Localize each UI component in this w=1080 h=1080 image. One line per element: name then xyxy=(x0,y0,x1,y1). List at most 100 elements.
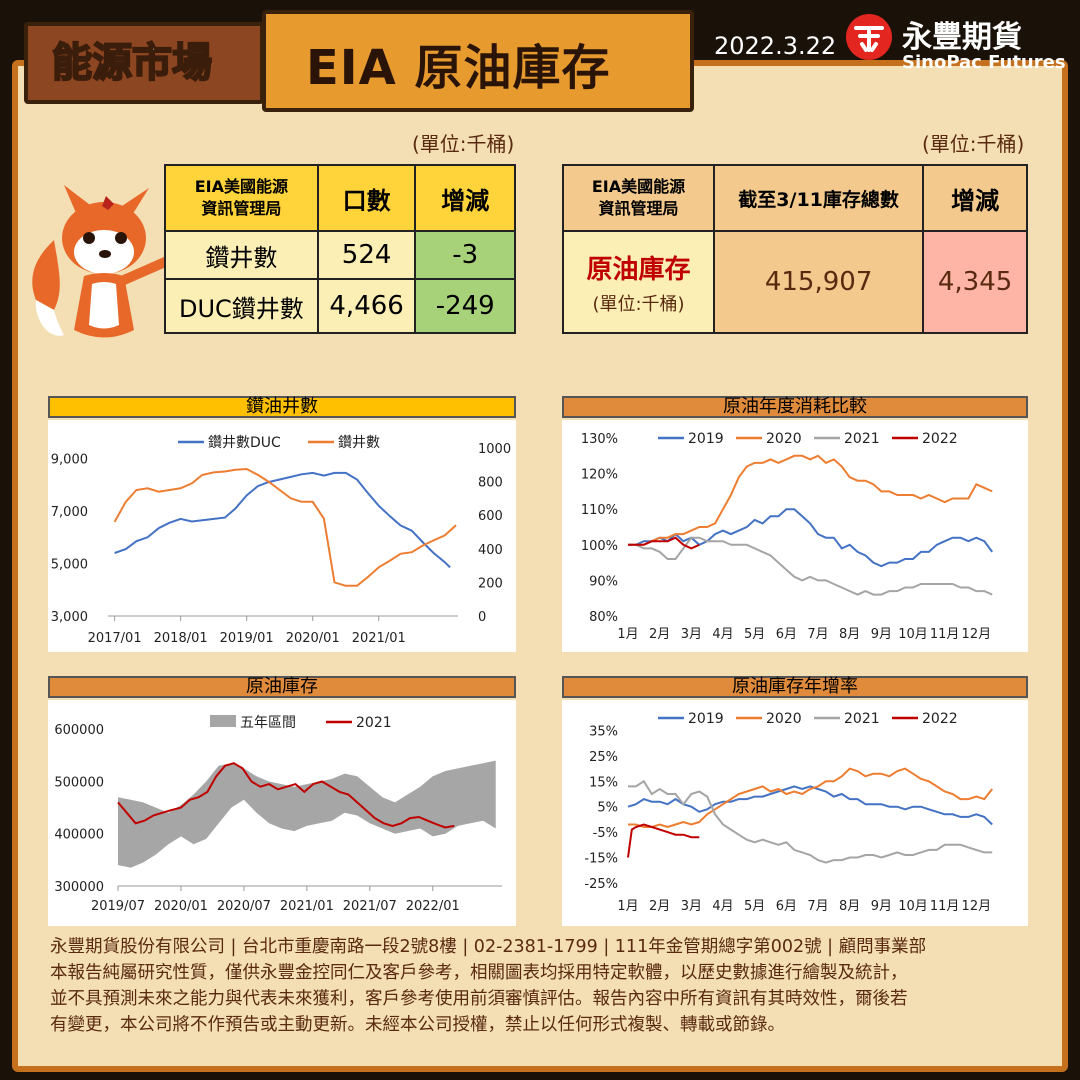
x-tick-label: 11月 xyxy=(930,899,960,914)
title-plank xyxy=(262,10,694,112)
rig-table-unit: (單位:千桶) xyxy=(412,132,515,156)
y-tick-label: 25% xyxy=(589,750,618,765)
inv-row-label: 原油庫存 (單位:千桶) xyxy=(561,230,716,334)
x-tick-label: 10月 xyxy=(898,899,928,914)
series-line-鑽井數 xyxy=(113,467,457,587)
y-right-tick-label: 400 xyxy=(478,543,503,558)
x-tick-label: 11月 xyxy=(930,627,960,642)
source-line1: EIA美國能源 xyxy=(194,177,289,196)
report-date: 2022.3.22 xyxy=(714,32,837,60)
x-tick-label: 2018/01 xyxy=(154,631,208,646)
x-tick-label: 3月 xyxy=(681,627,702,642)
legend-label: 鑽井數 xyxy=(338,435,380,451)
series-line-2022 xyxy=(628,536,700,550)
rig-source-header: EIA美國能源 資訊管理局 xyxy=(164,164,319,232)
x-tick-label: 7月 xyxy=(807,627,828,642)
x-tick-label: 2月 xyxy=(649,899,670,914)
footer-line: 本報告純屬研究性質，僅供永豐金控同仁及客戶參考，相關圖表均採用特定軟體，以歷史數… xyxy=(50,963,908,983)
legend-label: 2021 xyxy=(844,431,880,447)
x-tick-label: 6月 xyxy=(776,627,797,642)
row-label: DUC鑽井數 xyxy=(164,278,319,334)
inv-source-header: EIA美國能源 資訊管理局 xyxy=(561,164,716,232)
inventory-table-unit: (單位:千桶) xyxy=(922,132,1025,156)
y-tick-label: 500000 xyxy=(54,775,104,790)
x-tick-label: 2019/01 xyxy=(220,631,274,646)
y-right-tick-label: 800 xyxy=(478,476,503,491)
inventory-table: EIA美國能源 資訊管理局 截至3/11庫存總數 增減 原油庫存 (單位:千桶)… xyxy=(561,164,1028,334)
y-tick-label: 100% xyxy=(581,539,618,554)
chart-yoy: -25% -15% -5% 5% 15% 25% 35% 1月 2月 3月 4月 5月 6月 7月 8月 9月… xyxy=(562,700,1028,926)
x-tick-label: 2019/07 xyxy=(91,899,145,914)
chart-rigs: 3,000 5,000 7,000 9,000 0 200 400 600 800 1000 201… xyxy=(48,420,516,652)
chart-consumption-svg: 80% 90% 100% 110% 120% 130% 1月 2月 3月 4月 5月 6月 7月 8月 9月… xyxy=(581,431,994,642)
x-tick-label: 2020/01 xyxy=(154,899,208,914)
y-tick-label: 90% xyxy=(589,574,618,589)
legend-label: 2021 xyxy=(844,711,880,727)
y-right-tick-label: 600 xyxy=(478,509,503,524)
band-area-five-year xyxy=(118,760,496,868)
x-tick-label: 8月 xyxy=(839,627,860,642)
disclaimer-footer: 永豐期貨股份有限公司 | 台北市重慶南路一段2號8樓 | 02-2381-179… xyxy=(50,934,1040,1038)
footer-line: 有變更，本公司將不作預告或主動更新。未經本公司授權，禁止以任何形式複製、轉載或節… xyxy=(50,1015,785,1035)
x-tick-label: 6月 xyxy=(776,899,797,914)
y-right-tick-label: 200 xyxy=(478,576,503,591)
legend-label: 2020 xyxy=(766,431,802,447)
x-tick-label: 9月 xyxy=(871,627,892,642)
row-count: 4,466 xyxy=(316,278,417,334)
legend-swatch xyxy=(210,715,236,727)
series-line-2019 xyxy=(627,785,993,826)
row-label: 鑽井數 xyxy=(164,230,319,280)
x-tick-label: 2020/01 xyxy=(286,631,340,646)
series-line-2019 xyxy=(628,508,994,568)
col-change-header: 增減 xyxy=(414,164,516,232)
brand-name-en: SinoPac Futures xyxy=(902,52,1066,73)
inv-change: 4,345 xyxy=(922,230,1028,334)
category-plank xyxy=(24,22,264,104)
table-row: DUC鑽井數 4,466 -249 xyxy=(164,278,516,334)
x-tick-label: 7月 xyxy=(807,899,828,914)
source-line1: EIA美國能源 xyxy=(591,177,686,196)
x-tick-label: 2022/01 xyxy=(406,899,460,914)
legend-label: 2022 xyxy=(922,431,958,447)
series-line-2020 xyxy=(628,767,993,829)
x-tick-label: 2017/01 xyxy=(88,631,142,646)
chart-rigs-svg: 3,000 5,000 7,000 9,000 0 200 400 600 800 1000 201… xyxy=(51,435,511,646)
y-tick-label: -25% xyxy=(584,877,618,892)
sinopac-logo-icon xyxy=(846,14,892,60)
x-tick-label: 2月 xyxy=(649,627,670,642)
series-line-鑽井數DUC xyxy=(114,471,451,569)
row-count: 524 xyxy=(316,230,417,280)
chart-yoy-svg: -25% -15% -5% 5% 15% 25% 35% 1月 2月 3月 4月 5月 6月 7月 8月 9月… xyxy=(584,711,993,914)
rig-count-table: EIA美國能源 資訊管理局 口數 增減 鑽井數 524 -3 DUC鑽井數 4,… xyxy=(164,164,516,334)
y-tick-label: 600000 xyxy=(54,723,104,738)
brand-name: 永豐期貨 xyxy=(902,20,1022,55)
y-right-tick-label: 0 xyxy=(478,610,486,625)
col-count-header: 口數 xyxy=(316,164,417,232)
chart-inventory: 300000 400000 500000 600000 2019/07 2020/01 20… xyxy=(48,700,516,926)
series-line-2022 xyxy=(627,823,700,858)
x-tick-label: 2021/01 xyxy=(352,631,406,646)
y-tick-label: 110% xyxy=(581,503,618,518)
x-tick-label: 8月 xyxy=(839,899,860,914)
inv-row-unit: (單位:千桶) xyxy=(592,293,685,315)
col-change-header: 增減 xyxy=(922,164,1028,232)
legend-label: 鑽井數DUC xyxy=(208,435,281,451)
table-row: 鑽井數 524 -3 xyxy=(164,230,516,280)
row-change: -249 xyxy=(414,278,516,334)
x-tick-label: 4月 xyxy=(712,899,733,914)
chart-inventory-title: 原油庫存 xyxy=(48,676,516,698)
y-tick-label: 300000 xyxy=(54,880,104,895)
fox-mascot-icon xyxy=(24,180,184,350)
y-tick-label: 5% xyxy=(597,801,618,816)
x-tick-label: 1月 xyxy=(617,899,638,914)
row-change: -3 xyxy=(414,230,516,280)
page-title: EIA 原油庫存 xyxy=(306,40,611,96)
y-left-tick-label: 9,000 xyxy=(51,453,88,468)
y-tick-label: -15% xyxy=(584,852,618,867)
x-tick-label: 2021/01 xyxy=(280,899,334,914)
source-line2: 資訊管理局 xyxy=(201,199,282,218)
y-tick-label: 400000 xyxy=(54,828,104,843)
x-tick-label: 10月 xyxy=(898,627,928,642)
table-row: 原油庫存 (單位:千桶) 415,907 4,345 xyxy=(561,230,1028,334)
